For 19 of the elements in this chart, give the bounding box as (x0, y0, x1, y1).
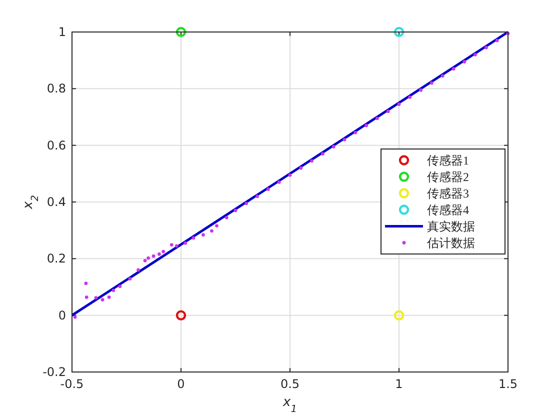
legend-label: 传感器1 (427, 153, 469, 168)
y-tick-label: 0.8 (46, 82, 66, 96)
x-tick-label: 0 (177, 377, 185, 391)
x-axis-title: x$_{1}$ (282, 395, 297, 414)
y-tick-label: 0.2 (46, 252, 66, 266)
legend-label: 真实数据 (427, 219, 475, 234)
x-tick-label: 0.5 (280, 377, 300, 391)
x-tick-label: -0.5 (60, 377, 84, 391)
legend-label: 估计数据 (426, 236, 475, 250)
legend-label: 传感器3 (427, 186, 469, 200)
y-tick-label: 0.4 (46, 195, 66, 209)
legend-label: 传感器4 (427, 202, 469, 217)
y-tick-label: 1 (58, 25, 66, 39)
legend-label: 传感器2 (427, 170, 469, 184)
y-tick-label: -0.2 (42, 365, 66, 379)
x-tick-label: 1 (395, 377, 403, 391)
y-tick-label: 0.6 (46, 138, 66, 152)
y-tick-label: 0 (58, 308, 66, 322)
x-tick-label: 1.5 (498, 377, 518, 391)
